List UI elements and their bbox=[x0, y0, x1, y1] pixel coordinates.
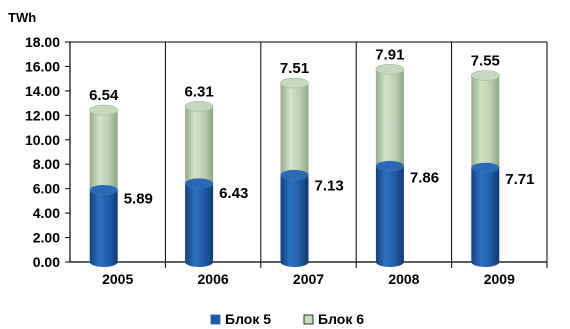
bar-top-cap bbox=[375, 63, 405, 75]
x-tick-label: 2007 bbox=[293, 271, 324, 287]
bar-segment-blok6 bbox=[185, 106, 214, 189]
y-tick-label: 6.00 bbox=[33, 181, 60, 197]
x-tick-label: 2006 bbox=[198, 271, 229, 287]
bar-segment-seam bbox=[471, 162, 500, 173]
data-label-blok6: 7.51 bbox=[280, 60, 309, 77]
y-tick-label: 18.00 bbox=[25, 34, 60, 50]
bar-segment-blok5 bbox=[471, 167, 500, 267]
x-tick-label: 2009 bbox=[484, 271, 515, 287]
chart-grid bbox=[70, 41, 548, 268]
data-label-blok6: 7.91 bbox=[375, 46, 404, 63]
y-tick-label: 0.00 bbox=[33, 254, 60, 270]
y-tick-label: 16.00 bbox=[25, 58, 60, 74]
bar-segment-seam bbox=[89, 185, 118, 196]
bar-segment-seam bbox=[185, 178, 214, 189]
data-label-blok5: 7.13 bbox=[315, 177, 344, 194]
y-tick-label: 10.00 bbox=[25, 132, 60, 148]
x-axis-ticks: 2005 2006 2007 2008 2009 bbox=[102, 271, 515, 287]
chart-legend: Блок 5 Блок 6 bbox=[210, 311, 364, 327]
data-label-blok6: 6.54 bbox=[89, 87, 119, 104]
bar-top-cap bbox=[184, 100, 214, 112]
bar-segment-blok5 bbox=[89, 190, 118, 267]
y-tick-label: 12.00 bbox=[25, 107, 60, 123]
bar-segment-blok6 bbox=[471, 75, 500, 173]
bar-segment-blok5 bbox=[185, 183, 214, 267]
data-label-blok5: 7.86 bbox=[410, 169, 439, 186]
bar-top-cap bbox=[280, 77, 309, 89]
y-tick-label: 8.00 bbox=[33, 156, 60, 172]
legend-label-blok6: Блок 6 bbox=[318, 311, 364, 327]
data-label-blok6: 7.55 bbox=[471, 52, 500, 69]
y-tick-label: 4.00 bbox=[33, 205, 60, 221]
y-axis-ticks: 0.00 2.00 4.00 6.00 8.00 10.00 12.00 14.00 16.00… bbox=[25, 34, 70, 270]
bar-segment-blok6 bbox=[89, 110, 118, 196]
bar-segment-blok5 bbox=[375, 165, 404, 267]
legend-swatch-blok5 bbox=[210, 314, 221, 325]
legend-swatch-blok6 bbox=[303, 314, 314, 325]
chart-bars bbox=[89, 63, 500, 267]
data-label-blok6: 6.31 bbox=[184, 83, 213, 100]
bar-top-cap bbox=[470, 70, 500, 81]
bar-top-cap bbox=[89, 104, 118, 116]
bar-segment-blok6 bbox=[280, 83, 309, 180]
legend-label-blok5: Блок 5 bbox=[225, 311, 271, 327]
bar-segment-blok6 bbox=[375, 69, 404, 171]
data-label-blok5: 6.43 bbox=[219, 185, 248, 202]
data-labels: 5.89 6.54 6.43 6.31 7.13 7.51 7.86 7.91 7.71 7.55 bbox=[89, 46, 534, 207]
bar-segment-seam bbox=[280, 169, 309, 180]
bar-segment-blok5 bbox=[280, 174, 309, 267]
y-tick-label: 2.00 bbox=[33, 230, 60, 246]
data-label-blok5: 7.71 bbox=[505, 171, 534, 188]
bar-segment-seam bbox=[375, 160, 404, 171]
x-tick-label: 2005 bbox=[102, 271, 133, 287]
y-axis-unit-label: TWh bbox=[8, 10, 36, 25]
data-label-blok5: 5.89 bbox=[124, 191, 153, 208]
y-tick-label: 14.00 bbox=[25, 83, 60, 99]
x-tick-label: 2008 bbox=[388, 271, 419, 287]
